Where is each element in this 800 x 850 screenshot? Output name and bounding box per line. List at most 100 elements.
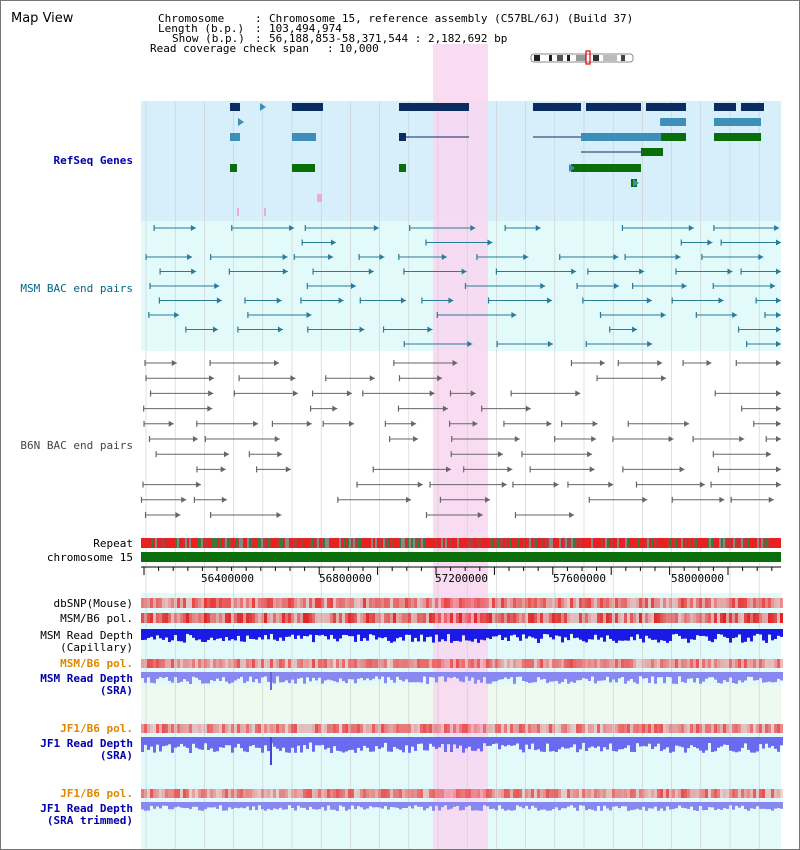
track-label-repeat[interactable]: Repeat <box>93 537 133 550</box>
repeat-segment <box>709 538 711 548</box>
jf1-b6-pol-trimmed-heat-cell <box>549 789 552 798</box>
msm-b6-pol-heat-cell <box>177 613 180 623</box>
dbsnp-heat-cell <box>666 598 669 608</box>
msm-b6-pol-heat-cell <box>264 613 267 623</box>
repeat-segment <box>717 538 719 548</box>
msm-b6-pol-sra-heat-cell <box>555 659 558 668</box>
repeat-segment <box>169 538 171 548</box>
b6n-bac-end-arrow <box>171 360 177 366</box>
msm-b6-pol-sra-heat-cell <box>597 659 600 668</box>
msm-depth-sra-bar <box>333 672 336 682</box>
msm-depth-capillary-bar <box>573 629 576 639</box>
jf1-b6-pol-trimmed-heat-cell <box>528 789 531 798</box>
track-label-b6n-bac[interactable]: B6N BAC end pairs <box>20 439 133 452</box>
dbsnp-heat-cell <box>582 598 585 608</box>
dbsnp-heat-cell <box>531 598 534 608</box>
track-label-msm-b6-pol-sra[interactable]: MSM/B6 pol. <box>60 657 133 670</box>
jf1-b6-pol-trimmed-heat-cell <box>633 789 636 798</box>
msm-b6-pol-sra-heat-cell <box>651 659 654 668</box>
refseq-small-feature <box>264 208 266 216</box>
msm-depth-capillary-bar <box>309 629 312 635</box>
dbsnp-heat-cell <box>300 598 303 608</box>
msm-depth-capillary-bar <box>231 629 234 640</box>
track-label-refseq[interactable]: RefSeq Genes <box>53 154 133 167</box>
msm-b6-pol-sra-heat-cell <box>720 659 723 668</box>
track-label-dbsnp[interactable]: dbSNP(Mouse) <box>53 597 133 610</box>
dbsnp-heat-cell <box>318 598 321 608</box>
jf1-b6-pol-trimmed-heat-cell <box>705 789 708 798</box>
msm-b6-pol-heat-cell <box>546 613 549 623</box>
repeat-segment <box>547 538 549 548</box>
jf1-b6-pol-trimmed-heat-cell <box>156 789 159 798</box>
msm-b6-pol-heat-cell <box>759 613 762 623</box>
repeat-segment <box>333 538 335 548</box>
repeat-segment <box>199 538 201 548</box>
msm-b6-pol-heat-cell <box>510 613 513 623</box>
jf1-depth-sra-bar <box>753 737 756 753</box>
jf1-b6-pol-trimmed-heat-cell <box>717 789 720 798</box>
b6n-bac-end-arrow <box>776 390 781 397</box>
track-label-msm-b6-pol[interactable]: MSM/B6 pol. <box>60 612 133 625</box>
jf1-b6-pol-trimmed-heat-cell <box>648 789 651 798</box>
dbsnp-heat-cell <box>612 598 615 608</box>
jf1-depth-sra-bar <box>639 737 642 747</box>
msm-depth-capillary-bar <box>672 629 675 635</box>
msm-b6-pol-sra-heat-cell <box>156 659 159 668</box>
repeat-segment <box>289 538 291 548</box>
jf1-depth-sra-bar <box>675 737 678 746</box>
msm-b6-pol-sra-heat-cell <box>510 659 513 668</box>
msm-b6-pol-heat-cell <box>381 613 384 623</box>
msm-b6-pol-sra-heat-cell <box>657 659 660 668</box>
msm-b6-pol-sra-heat-cell <box>615 659 618 668</box>
jf1-depth-trimmed-bar <box>546 802 549 811</box>
track-label-msm-depth-sra-1[interactable]: MSM Read Depth <box>40 672 133 685</box>
jf1-b6-pol-trimmed-heat-cell <box>561 789 564 798</box>
repeat-segment <box>309 538 311 548</box>
msm-depth-sra-bar <box>678 672 681 677</box>
msm-b6-pol-sra-heat-cell <box>297 659 300 668</box>
jf1-depth-trimmed-bar <box>594 802 597 811</box>
msm-depth-capillary-bar <box>315 629 318 635</box>
jf1-depth-trimmed-bar <box>573 802 576 808</box>
track-label-chromosome[interactable]: chromosome 15 <box>46 551 133 564</box>
msm-depth-sra-bar <box>363 672 366 681</box>
msm-depth-sra-bar <box>594 672 597 684</box>
track-label-msm-depth-capillary-1[interactable]: MSM Read Depth <box>40 629 133 642</box>
repeat-segment <box>383 538 385 548</box>
track-label-jf1-b6-pol[interactable]: JF1/B6 pol. <box>60 722 133 735</box>
jf1-b6-pol-trimmed-heat-cell <box>366 789 369 798</box>
repeat-segment <box>685 538 687 548</box>
track-label-jf1-b6-pol-trimmed[interactable]: JF1/B6 pol. <box>60 787 133 800</box>
msm-depth-sra-bar <box>522 672 525 681</box>
dbsnp-heat-cell <box>411 598 414 608</box>
jf1-depth-sra-bar <box>480 737 483 752</box>
jf1-depth-trimmed-bar <box>141 802 144 810</box>
msm-b6-pol-heat-cell <box>762 613 765 623</box>
track-label-jf1-depth-trimmed-1[interactable]: JF1 Read Depth <box>40 802 133 815</box>
jf1-depth-trimmed-bar <box>288 802 291 806</box>
jf1-depth-trimmed-bar <box>630 802 633 811</box>
dbsnp-heat-cell <box>180 598 183 608</box>
jf1-b6-pol-trimmed-heat-cell <box>756 789 759 798</box>
repeat-segment <box>617 538 619 548</box>
jf1-b6-pol-heat-cell <box>573 724 576 733</box>
msm-bac-end-arrow <box>776 268 781 275</box>
jf1-depth-sra-bar <box>564 737 567 749</box>
msm-depth-capillary-bar <box>225 629 228 638</box>
track-label-jf1-depth-sra-1[interactable]: JF1 Read Depth <box>40 737 133 750</box>
msm-depth-sra-bar <box>558 672 561 684</box>
jf1-depth-sra-bar <box>411 737 414 747</box>
jf1-b6-pol-heat-cell <box>159 724 162 733</box>
track-label-msm-bac[interactable]: MSM BAC end pairs <box>20 282 133 295</box>
msm-b6-pol-heat-cell <box>348 613 351 623</box>
jf1-depth-trimmed-bar <box>354 802 357 810</box>
msm-depth-capillary-bar <box>492 629 495 637</box>
jf1-depth-trimmed-bar <box>375 802 378 808</box>
msm-depth-capillary-bar <box>519 629 522 641</box>
dbsnp-heat-cell <box>780 598 783 608</box>
jf1-b6-pol-heat-cell <box>612 724 615 733</box>
msm-depth-sra-bar <box>423 672 426 677</box>
msm-depth-sra-bar <box>222 672 225 678</box>
msm-depth-capillary-bar <box>327 629 330 640</box>
